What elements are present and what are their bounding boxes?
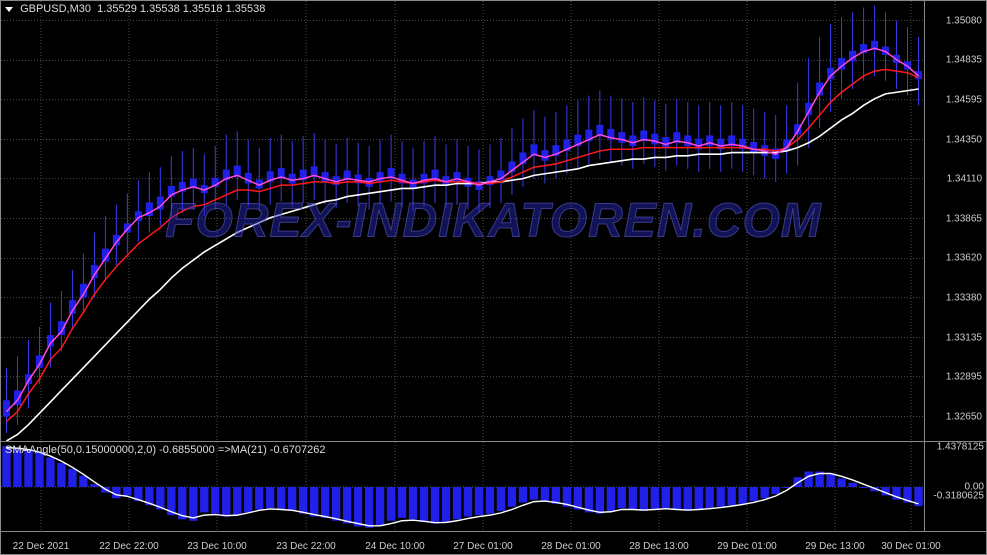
ohlc-readout: 1.35529 1.35538 1.35518 1.35538 <box>97 3 265 15</box>
indicator-title: SMAAngle(50,0.15000000,2,0) -0.6855000 =… <box>5 444 325 456</box>
time-tick: 22 Dec 22:00 <box>99 541 159 552</box>
price-tick: 1.34835 <box>946 55 982 66</box>
indicator-tick: -0.3180625 <box>933 490 984 501</box>
time-tick: 23 Dec 10:00 <box>187 541 247 552</box>
time-tick: 23 Dec 22:00 <box>276 541 336 552</box>
price-tick: 1.33865 <box>946 213 982 224</box>
time-tick: 28 Dec 01:00 <box>541 541 601 552</box>
price-chart-canvas <box>1 1 924 441</box>
indicator-y-axis: 1.43781250.00-0.3180625 <box>924 442 986 531</box>
price-tick: 1.33380 <box>946 292 982 303</box>
price-tick: 1.34350 <box>946 134 982 145</box>
time-tick: 30 Dec 01:00 <box>881 541 941 552</box>
time-tick: 29 Dec 13:00 <box>805 541 865 552</box>
chart-title: GBPUSD,M30 1.35529 1.35538 1.35518 1.355… <box>5 3 265 15</box>
time-tick: 29 Dec 01:00 <box>717 541 777 552</box>
time-tick: 28 Dec 13:00 <box>629 541 689 552</box>
price-tick: 1.33620 <box>946 253 982 264</box>
time-tick: 24 Dec 10:00 <box>365 541 425 552</box>
price-tick: 1.34110 <box>947 173 982 184</box>
chevron-down-icon[interactable] <box>5 7 13 12</box>
time-axis: 22 Dec 2021 22 Dec 22:00 23 Dec 10:00 23 De… <box>1 531 986 555</box>
price-y-axis: 1.35080 1.34835 1.34595 1.34350 1.34110 1.338… <box>924 1 986 441</box>
indicator-tick: 1.4378125 <box>937 441 984 452</box>
price-tick: 1.34595 <box>946 94 982 105</box>
price-tick: 1.35080 <box>946 15 982 26</box>
symbol-timeframe: GBPUSD,M30 <box>20 3 91 15</box>
indicator-pane[interactable]: SMAAngle(50,0.15000000,2,0) -0.6855000 =… <box>1 441 986 531</box>
price-tick: 1.32650 <box>946 411 982 422</box>
time-tick: 27 Dec 01:00 <box>453 541 513 552</box>
trading-chart-window: GBPUSD,M30 1.35529 1.35538 1.35518 1.355… <box>0 0 987 555</box>
price-tick: 1.33135 <box>946 332 982 343</box>
time-tick: 22 Dec 2021 <box>13 541 70 552</box>
price-chart-pane[interactable]: GBPUSD,M30 1.35529 1.35538 1.35518 1.355… <box>1 1 986 441</box>
price-tick: 1.32895 <box>946 371 982 382</box>
